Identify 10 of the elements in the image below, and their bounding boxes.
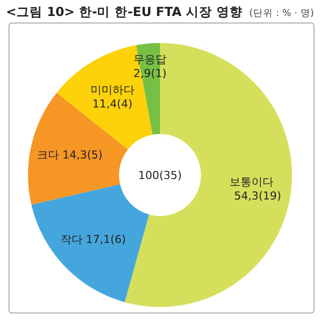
data-label: 11,4(4): [92, 98, 132, 111]
donut-slice: [31, 184, 150, 302]
slice-label: 보통이다: [230, 175, 274, 188]
slice-label: 작다 17,1(6): [60, 232, 126, 246]
slice-label: 미미하다: [90, 84, 134, 97]
chart-subtitle: (단위 : % · 명): [249, 8, 314, 19]
slice-label: 크다 14,3(5): [37, 148, 103, 162]
text: 100(35): [138, 169, 182, 182]
data-label: 54,3(19): [234, 189, 282, 202]
chart-title: <그림 10> 한-미 한-EU FTA 시장 영향: [6, 4, 242, 19]
